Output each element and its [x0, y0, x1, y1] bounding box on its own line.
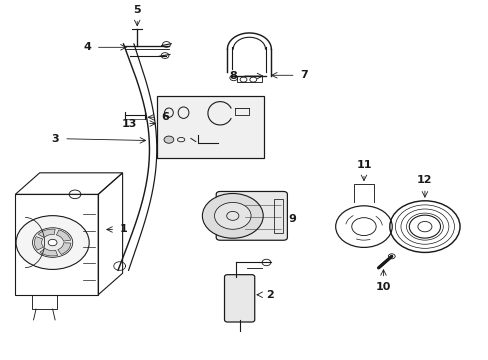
Text: 13: 13: [122, 118, 137, 129]
Text: 5: 5: [133, 5, 141, 15]
Circle shape: [32, 228, 73, 257]
FancyBboxPatch shape: [224, 275, 254, 322]
Wedge shape: [40, 248, 58, 256]
Text: 4: 4: [83, 42, 91, 52]
Text: 11: 11: [355, 160, 371, 170]
Text: 9: 9: [288, 215, 296, 224]
Text: 8: 8: [229, 71, 237, 81]
FancyBboxPatch shape: [216, 192, 287, 240]
Wedge shape: [38, 229, 55, 238]
Text: 3: 3: [51, 134, 59, 144]
Wedge shape: [34, 237, 43, 250]
Bar: [273, 199, 282, 233]
Text: 2: 2: [266, 290, 274, 300]
Circle shape: [202, 193, 263, 238]
Wedge shape: [58, 243, 71, 255]
Text: 10: 10: [375, 282, 390, 292]
Circle shape: [163, 136, 173, 143]
Circle shape: [214, 202, 250, 229]
Circle shape: [387, 254, 394, 259]
Circle shape: [48, 239, 57, 246]
Text: 12: 12: [416, 175, 432, 185]
Text: 1: 1: [120, 225, 128, 234]
Bar: [237, 76, 261, 82]
Text: 6: 6: [161, 112, 169, 122]
Text: 7: 7: [300, 70, 308, 80]
Circle shape: [16, 216, 89, 269]
Bar: [157, 96, 264, 158]
Wedge shape: [56, 230, 70, 241]
